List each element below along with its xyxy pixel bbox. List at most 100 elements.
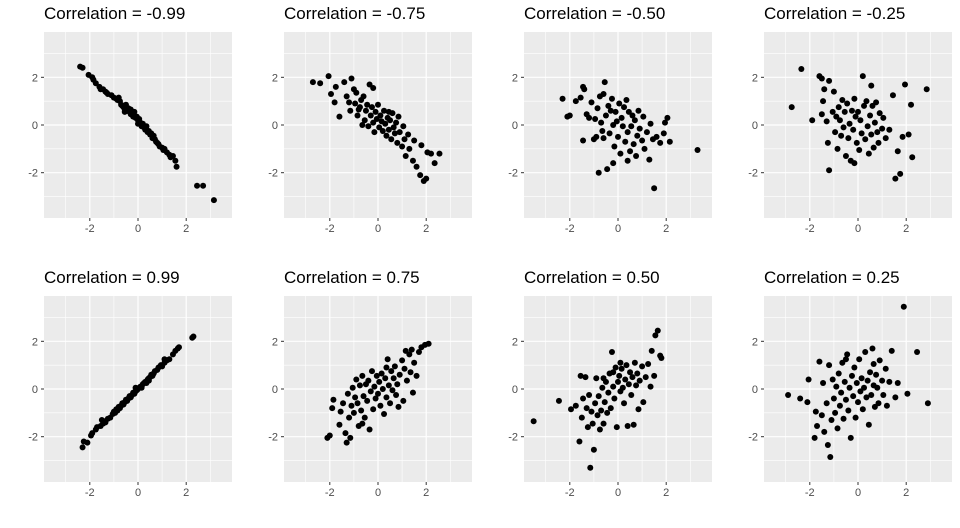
data-point — [635, 406, 642, 413]
data-point — [415, 349, 422, 356]
data-point — [905, 131, 912, 138]
data-point — [377, 112, 384, 119]
data-point — [832, 409, 839, 416]
data-point — [587, 464, 594, 471]
data-point — [612, 364, 619, 371]
data-point — [373, 372, 380, 379]
data-point — [175, 344, 182, 351]
data-point — [612, 108, 619, 115]
data-point — [79, 444, 86, 451]
data-point — [841, 378, 848, 385]
data-point — [383, 132, 390, 139]
data-point — [861, 384, 868, 391]
data-point — [848, 107, 855, 114]
data-point — [630, 141, 637, 148]
data-point — [867, 369, 874, 376]
data-point — [823, 118, 830, 125]
data-point — [347, 434, 354, 441]
data-point — [436, 150, 443, 157]
x-tick-label: 0 — [615, 487, 621, 499]
data-point — [372, 395, 379, 402]
panel-title: Correlation = 0.25 — [764, 268, 900, 287]
y-tick-label: -2 — [508, 168, 518, 180]
data-point — [664, 114, 671, 121]
data-point — [619, 384, 626, 391]
data-point — [829, 108, 836, 115]
data-point — [592, 116, 599, 123]
data-point — [401, 365, 408, 372]
data-point — [309, 79, 316, 86]
data-point — [865, 150, 872, 157]
data-point — [361, 414, 368, 421]
data-point — [864, 377, 871, 384]
data-point — [340, 400, 347, 407]
x-tick-label: -2 — [565, 487, 575, 499]
data-point — [407, 369, 414, 376]
panel-title: Correlation = -0.25 — [764, 4, 906, 23]
data-point — [370, 85, 377, 92]
data-point — [861, 102, 868, 109]
data-point — [423, 175, 430, 182]
data-point — [859, 406, 866, 413]
data-point — [830, 395, 837, 402]
data-point — [821, 428, 828, 435]
data-point — [838, 132, 845, 139]
data-point — [328, 91, 334, 97]
data-point — [336, 421, 343, 428]
data-point — [599, 127, 606, 134]
data-point — [820, 380, 827, 387]
data-point — [823, 400, 830, 407]
data-point — [851, 160, 858, 167]
data-point — [797, 395, 804, 402]
scatter-panel: -2 0 2 -2 0 2 — [508, 296, 712, 499]
data-point — [840, 124, 847, 131]
data-point — [354, 112, 361, 119]
data-point — [368, 104, 375, 111]
data-point — [621, 104, 628, 111]
y-tick-label: 0 — [32, 120, 38, 132]
data-point — [367, 388, 374, 395]
data-point — [594, 412, 601, 419]
data-point — [577, 372, 584, 379]
data-point — [394, 381, 401, 388]
data-point — [647, 120, 654, 127]
data-point — [631, 359, 638, 366]
data-point — [867, 112, 874, 119]
data-point — [870, 144, 877, 151]
data-point — [619, 123, 626, 130]
data-point — [346, 99, 353, 106]
data-point — [622, 138, 629, 145]
data-point — [395, 403, 402, 410]
y-tick-label: 2 — [32, 72, 38, 84]
y-tick-label: 0 — [752, 384, 758, 396]
data-point — [694, 147, 701, 154]
data-point — [824, 139, 831, 146]
data-point — [406, 351, 413, 358]
data-point — [582, 374, 589, 381]
data-point — [853, 380, 860, 387]
data-point — [862, 136, 869, 143]
data-point — [833, 383, 840, 390]
data-point — [599, 384, 606, 391]
data-point — [859, 73, 866, 80]
data-point — [811, 434, 818, 441]
data-point — [359, 372, 366, 379]
data-point — [595, 393, 602, 400]
data-point — [342, 430, 349, 437]
data-point — [839, 96, 846, 103]
data-point — [634, 370, 641, 377]
data-point — [622, 376, 629, 383]
data-point — [559, 95, 566, 102]
data-point — [846, 384, 853, 391]
data-point — [848, 372, 855, 379]
data-point — [852, 113, 859, 120]
data-point — [169, 153, 176, 159]
data-point — [385, 126, 392, 133]
data-point — [924, 400, 931, 407]
data-point — [639, 137, 646, 144]
data-point — [883, 402, 890, 409]
x-tick-label: 0 — [375, 487, 381, 499]
data-point — [875, 139, 882, 146]
data-point — [530, 418, 537, 425]
